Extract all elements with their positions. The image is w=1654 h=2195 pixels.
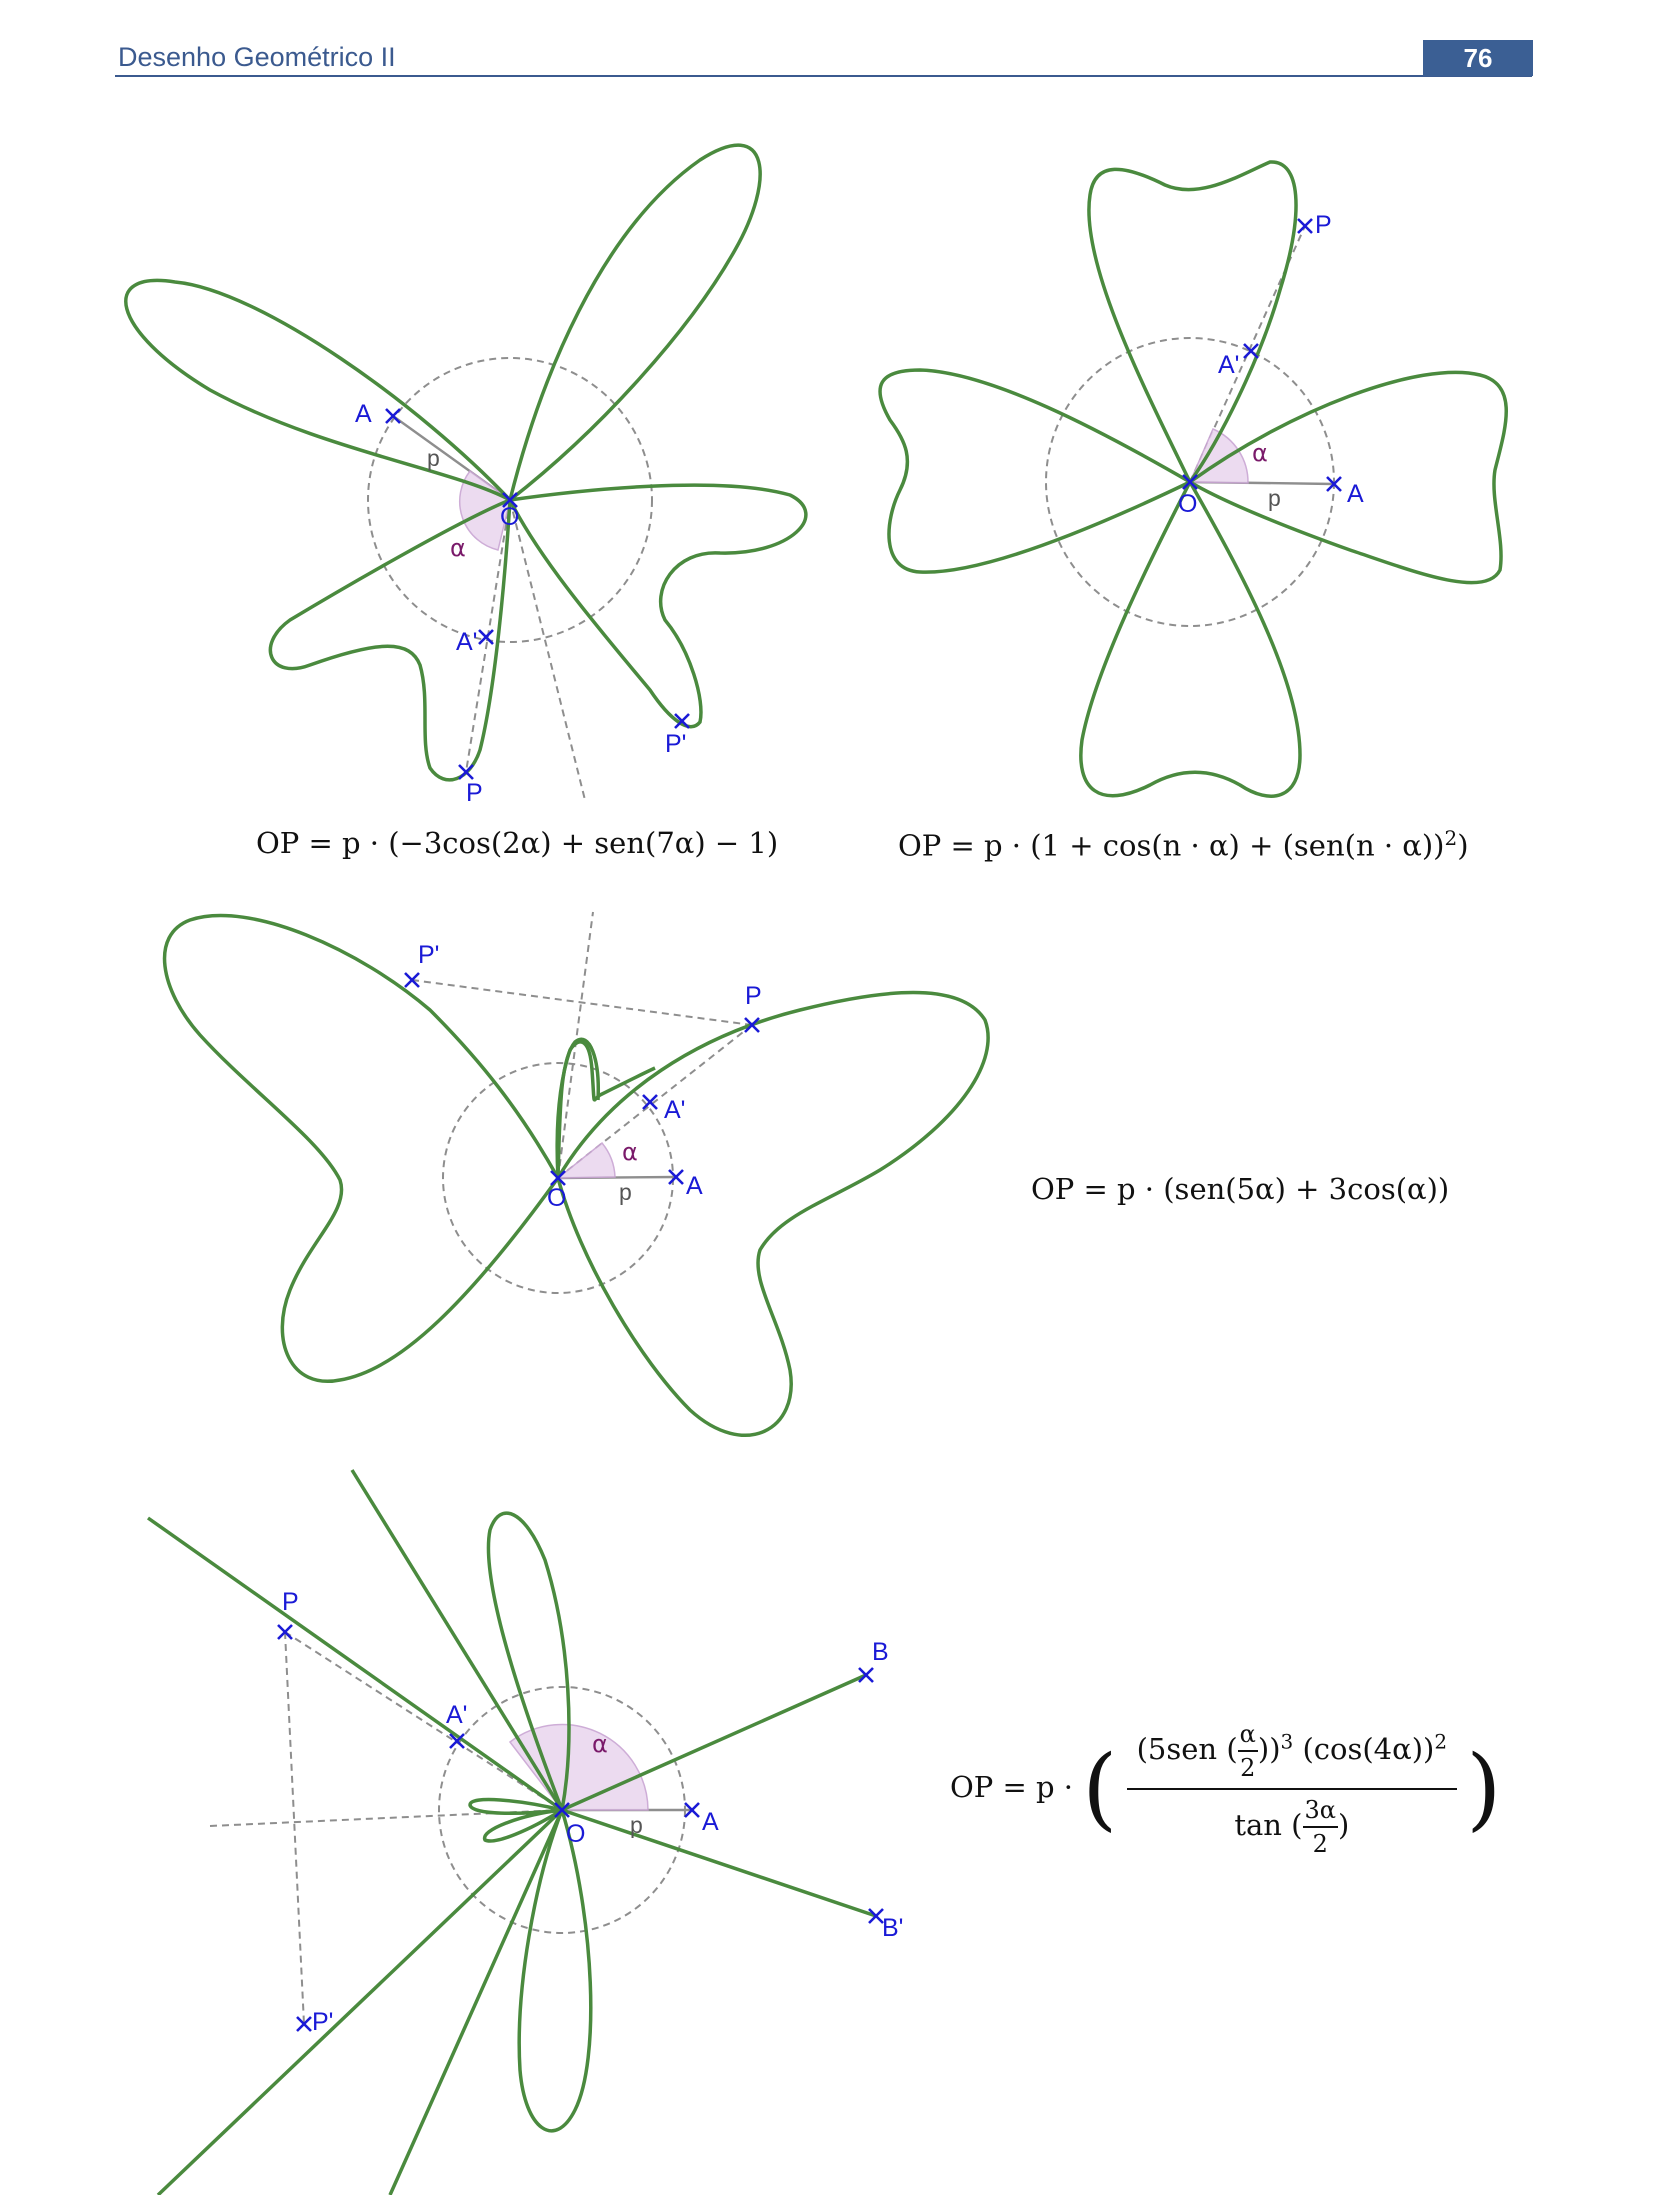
fig3-label-P2: P': [418, 941, 439, 969]
figure-1: A A' O P P' p α: [124, 143, 808, 807]
equation-2-exponent: 2: [1444, 826, 1458, 850]
fig2-point-P: [1296, 217, 1314, 235]
fig3-label-P: P: [745, 982, 762, 1010]
fig1-label-P: P: [466, 779, 483, 807]
fig1-label-O: O: [500, 503, 519, 531]
fig4-angle-arc: [508, 1723, 649, 1811]
fig3-curve-inner: [556, 1037, 600, 1179]
fig4-line-b2: [561, 1808, 877, 1918]
fig3-angle-arc: [555, 1141, 616, 1179]
fig4-line-upper: [350, 1469, 564, 1811]
header-title: Desenho Geométrico II: [118, 42, 396, 72]
fig3-label-A2: A': [664, 1096, 685, 1124]
fig4-petal-top: [486, 1511, 571, 1817]
fig1-label-alpha: α: [450, 534, 466, 562]
equation-4-prefix: OP = p ·: [950, 1770, 1074, 1804]
fig4-label-B2: B': [882, 1914, 903, 1942]
fig3-label-O: O: [547, 1184, 566, 1212]
fig2-label-A: A: [1347, 480, 1364, 508]
fig1-label-P2: P': [665, 730, 686, 758]
fig2-label-P: P: [1315, 211, 1332, 239]
fig4-line-p: [146, 1516, 564, 1812]
equation-1: OP = p · (−3cos(2α) + sen(7α) − 1): [256, 826, 779, 860]
fig1-label-A2: A': [456, 628, 477, 656]
fig2-curve: [878, 160, 1508, 798]
fig4-label-A2: A': [446, 1701, 467, 1729]
equation-2: OP = p · (1 + cos(n · α) + (sen(n · α))2…: [898, 826, 1469, 863]
fig4-label-P: P: [282, 1588, 299, 1616]
figure-3: A A' O P P' p α: [162, 911, 990, 1437]
fig4-line-p2: [156, 1808, 564, 2195]
fig2-label-alpha: α: [1252, 439, 1268, 467]
fig4-label-B: B: [872, 1638, 889, 1666]
header-rule: [115, 75, 1532, 77]
fig1-point-A2: [477, 628, 495, 646]
fig4-point-B: [857, 1666, 875, 1684]
fig4-label-p: p: [630, 1812, 643, 1838]
equation-4: OP = p · ( (5sen (α 2))3 (cos(4α))2 tan (…: [950, 1720, 1502, 1858]
equation-4-fraction: (5sen (α 2))3 (cos(4α))2 tan (3α 2): [1126, 1720, 1458, 1858]
fig2-label-A2: A': [1218, 351, 1239, 379]
fig3-label-alpha: α: [622, 1138, 638, 1166]
fig4-label-A: A: [702, 1808, 719, 1836]
fig4-petal-left: [468, 1797, 563, 1843]
fig4-label-P2: P': [312, 2008, 333, 2036]
fig4-line-b: [561, 1673, 867, 1812]
fig1-dashed-line: [509, 499, 586, 801]
fig4-petal-bottom: [517, 1804, 593, 2133]
figure-2: A A' O P p α: [878, 160, 1508, 798]
fig1-label-p: p: [427, 445, 440, 471]
fig1-label-A: A: [355, 400, 372, 428]
equation-2-body: OP = p · (1 + cos(n · α) + (sen(n · α)): [898, 828, 1445, 863]
fig3-label-p: p: [619, 1179, 632, 1205]
fig4-label-alpha: α: [592, 1730, 608, 1758]
fig3-dashed-pp: [411, 979, 753, 1026]
fig2-label-p: p: [1268, 485, 1281, 511]
fig4-dashed-op: [284, 1631, 563, 1811]
fig2-circle: [1045, 337, 1335, 627]
fig4-dashed-vertical: [284, 1631, 305, 2025]
equation-2-close: ): [1457, 828, 1469, 863]
fig1-circle: [367, 357, 653, 643]
fig4-line-lower: [388, 1809, 564, 2195]
figure-4: A A' O P P' B B' p α: [146, 1469, 903, 2195]
page-number: 76: [1423, 40, 1533, 76]
fig4-label-O: O: [566, 1820, 585, 1848]
fig1-curve: [124, 143, 808, 782]
fig3-label-A: A: [686, 1172, 703, 1200]
equation-3: OP = p · (sen(5α) + 3cos(α)): [1031, 1172, 1450, 1206]
fig2-label-O: O: [1178, 490, 1197, 518]
